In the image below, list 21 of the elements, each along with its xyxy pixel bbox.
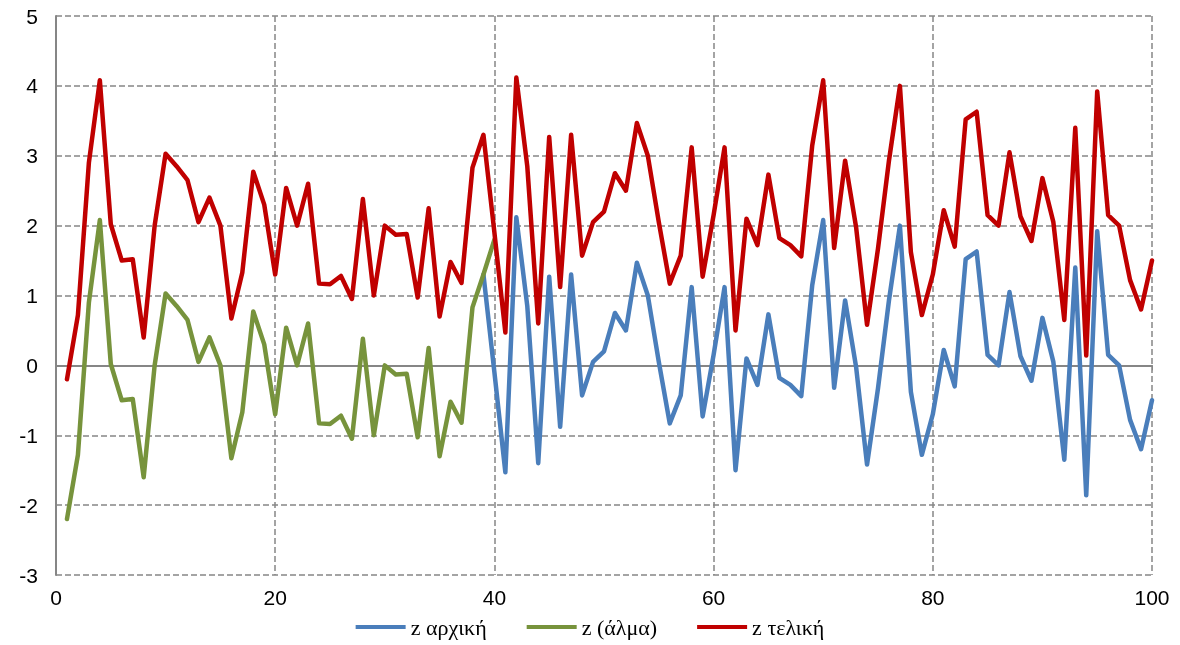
x-tick-label: 40 — [482, 586, 507, 609]
y-tick-label: 0 — [26, 353, 38, 377]
y-tick-label: 3 — [26, 144, 38, 168]
line-series — [481, 214, 1155, 498]
y-tick-label: -2 — [19, 493, 38, 517]
x-tick-label: 0 — [50, 586, 62, 609]
legend-label: z (άλμα) — [581, 614, 658, 640]
x-tick-label: 60 — [701, 586, 726, 609]
line-series — [64, 217, 497, 522]
y-tick-label: 5 — [26, 4, 38, 28]
y-tick-label: -1 — [19, 423, 38, 447]
x-tick-label: 100 — [1134, 586, 1170, 609]
line-series — [64, 75, 1155, 382]
y-tick-label: -3 — [19, 563, 38, 587]
legend-label: z τελική — [752, 614, 825, 640]
y-tick-label: 4 — [26, 74, 39, 98]
x-tick-label: 80 — [921, 586, 945, 609]
legend-label: z αρχική — [410, 614, 487, 640]
x-tick-label: 20 — [263, 586, 287, 609]
y-tick-label: 2 — [26, 214, 38, 238]
y-tick-label: 1 — [26, 284, 38, 307]
